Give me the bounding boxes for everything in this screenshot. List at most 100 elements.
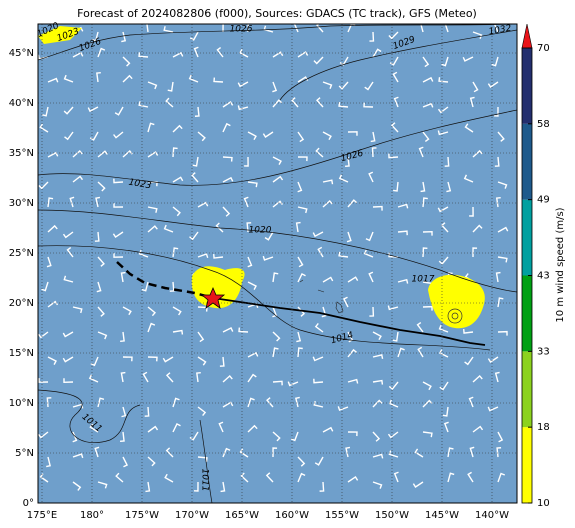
y-tick-label: 30°N bbox=[9, 198, 34, 209]
colorbar-bin bbox=[522, 123, 532, 200]
wind-barb bbox=[469, 96, 475, 108]
wind-barb bbox=[63, 378, 74, 384]
wind-barb bbox=[193, 481, 199, 492]
wind-barb bbox=[472, 81, 479, 93]
isobar bbox=[199, 419, 213, 503]
wind-barb bbox=[494, 156, 500, 167]
wind-barb bbox=[317, 246, 324, 258]
wind-barb bbox=[272, 447, 278, 458]
wind-barb bbox=[222, 156, 233, 162]
wind-barb bbox=[347, 276, 359, 283]
isobar bbox=[38, 209, 517, 293]
wind-barb bbox=[172, 306, 182, 316]
wind-barb bbox=[194, 106, 200, 117]
wind-barb bbox=[237, 105, 249, 111]
wind-barb bbox=[497, 256, 508, 263]
wind-barb bbox=[272, 380, 283, 386]
wind-barb bbox=[138, 249, 149, 258]
colorbar-tick-label: 33 bbox=[537, 346, 550, 357]
wind-barb bbox=[422, 305, 433, 311]
wind-barb bbox=[47, 151, 59, 158]
wind-barb bbox=[247, 24, 249, 33]
wind-barb bbox=[297, 51, 309, 58]
wind-barb bbox=[368, 271, 374, 283]
wind-barb bbox=[312, 356, 324, 362]
isobar bbox=[451, 312, 459, 320]
wind-barb bbox=[62, 231, 74, 239]
wind-barb bbox=[247, 351, 259, 358]
wind-barb bbox=[468, 396, 474, 408]
x-tick-label: 175°E bbox=[27, 510, 57, 521]
wind-barb bbox=[272, 331, 281, 342]
x-tick-label: 175°W bbox=[125, 510, 159, 521]
wind-barb bbox=[89, 423, 99, 433]
coastline bbox=[299, 279, 344, 314]
wind-barb bbox=[393, 181, 399, 192]
wind-barb bbox=[72, 481, 82, 491]
wind-barb bbox=[197, 131, 206, 142]
x-tick-label: 140°W bbox=[475, 510, 509, 521]
wind-barb bbox=[88, 374, 99, 383]
wind-barb bbox=[397, 203, 409, 209]
wind-barb bbox=[122, 456, 129, 468]
wind-barb bbox=[497, 472, 506, 483]
wind-barb bbox=[189, 31, 199, 41]
wind-barb bbox=[469, 206, 474, 217]
wind-barb bbox=[297, 472, 306, 483]
isobar bbox=[38, 245, 491, 351]
wind-barb bbox=[422, 381, 432, 391]
wind-barb bbox=[312, 231, 324, 238]
wind-barb bbox=[189, 431, 199, 441]
x-tick-label: 145°W bbox=[425, 510, 459, 521]
wind-barb bbox=[497, 181, 508, 189]
wind-barb bbox=[121, 406, 127, 418]
wind-barb bbox=[120, 331, 125, 343]
wind-barb bbox=[47, 356, 57, 365]
wind-barb bbox=[266, 397, 274, 408]
wind-barb bbox=[63, 106, 74, 115]
wind-barb bbox=[120, 271, 126, 283]
y-tick-label: 15°N bbox=[9, 348, 34, 359]
wind-barb bbox=[322, 276, 334, 283]
wind-barb bbox=[437, 130, 449, 136]
wind-barb bbox=[213, 253, 224, 259]
wind-barb bbox=[347, 431, 358, 437]
wind-barb bbox=[172, 206, 181, 217]
wind-barb bbox=[272, 51, 284, 58]
wind-barb bbox=[414, 448, 424, 458]
wind-barb bbox=[438, 77, 449, 83]
wind-barb bbox=[196, 371, 201, 383]
wind-barb bbox=[72, 150, 83, 158]
wind-barb bbox=[297, 156, 308, 162]
wind-barb bbox=[372, 399, 383, 408]
wind-barb bbox=[393, 471, 399, 483]
wind-barb bbox=[172, 176, 184, 183]
wind-barb bbox=[147, 81, 158, 90]
wind-barb bbox=[422, 247, 428, 258]
wind-barb bbox=[491, 56, 499, 67]
wind-barb bbox=[165, 372, 174, 383]
wind-barb bbox=[215, 222, 224, 233]
wind-barb bbox=[297, 272, 306, 283]
wind-barb bbox=[389, 56, 399, 66]
wind-barb bbox=[447, 472, 455, 483]
isobar bbox=[279, 29, 517, 101]
wind-barb bbox=[422, 56, 430, 68]
wind-barb bbox=[172, 247, 179, 258]
wind-barb bbox=[397, 230, 408, 236]
wind-barb bbox=[297, 456, 306, 467]
wind-barb bbox=[337, 406, 349, 412]
wind-barb bbox=[444, 156, 450, 167]
isobar-label: 1032 bbox=[488, 24, 513, 38]
wind-barb bbox=[497, 297, 504, 308]
wind-barb bbox=[247, 181, 258, 188]
wind-barb bbox=[347, 475, 359, 483]
wind-barb bbox=[165, 97, 174, 108]
wind-barb bbox=[162, 356, 174, 363]
wind-barb bbox=[314, 456, 324, 466]
wind-barb bbox=[372, 481, 383, 489]
wind-barb bbox=[197, 331, 205, 343]
wind-barb bbox=[113, 253, 124, 258]
wind-barb bbox=[342, 296, 349, 308]
wind-barb bbox=[222, 176, 234, 183]
